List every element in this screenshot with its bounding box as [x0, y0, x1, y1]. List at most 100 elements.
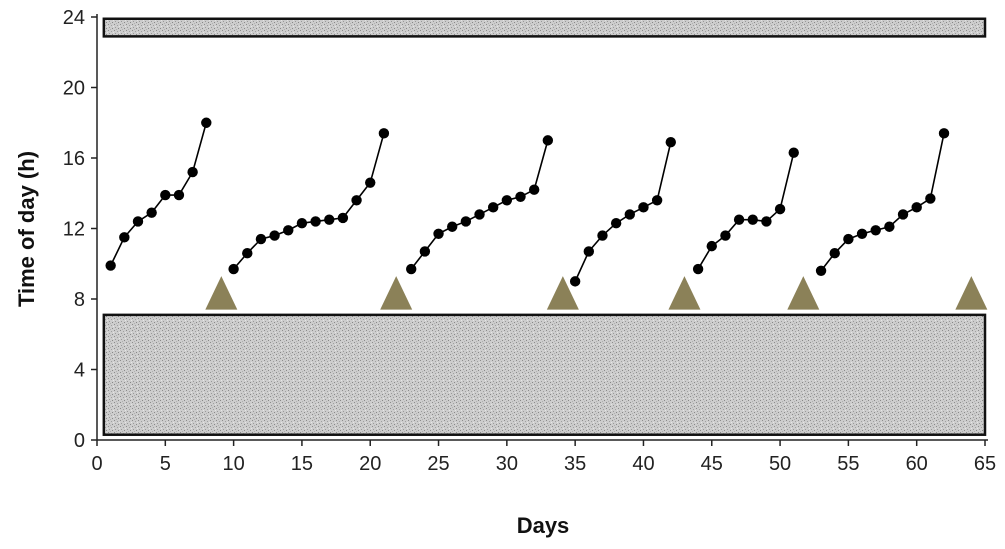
shaded-band-1 [102, 17, 987, 38]
series-2 [406, 135, 554, 275]
data-point [515, 191, 526, 202]
triangle-marker [205, 276, 238, 310]
x-tick-label: 45 [701, 453, 723, 475]
series-line [109, 122, 208, 266]
data-point [146, 207, 157, 218]
series-line [410, 140, 549, 270]
y-tick-label: 12 [63, 219, 85, 241]
triangle-marker [380, 276, 413, 310]
data-point [173, 189, 185, 201]
triangle-marker [787, 276, 820, 310]
x-tick-label: 0 [91, 453, 102, 475]
x-tick-label: 5 [160, 453, 171, 475]
y-tick-label: 20 [63, 78, 85, 100]
series-5 [815, 128, 950, 276]
data-point [296, 218, 308, 229]
data-point [911, 202, 922, 213]
data-point [242, 247, 253, 259]
data-point [774, 203, 786, 215]
x-tick-label: 15 [291, 453, 313, 475]
data-point [856, 228, 868, 239]
data-point [720, 230, 731, 241]
triangle-marker [668, 276, 701, 310]
data-point [201, 117, 212, 128]
triangle-markers [205, 276, 988, 310]
data-point [460, 216, 472, 227]
triangle-marker [546, 276, 579, 310]
data-point [160, 189, 171, 201]
y-tick-label: 24 [63, 7, 85, 29]
data-point [324, 214, 335, 225]
data-point [378, 128, 390, 139]
data-point [597, 230, 608, 241]
data-point [692, 263, 704, 275]
series-4 [692, 147, 799, 275]
data-point [528, 184, 540, 195]
series-line [574, 141, 672, 282]
series-line [820, 133, 945, 272]
triangle-marker [955, 276, 988, 310]
data-point [310, 216, 321, 227]
data-point [119, 232, 130, 243]
data-point [187, 166, 198, 178]
data-point [365, 177, 376, 188]
x-tick-label: 50 [769, 453, 791, 475]
y-tick-label: 4 [74, 360, 85, 382]
data-point [665, 136, 676, 148]
data-point [638, 202, 649, 213]
x-tick-label: 30 [496, 453, 518, 475]
data-point [610, 218, 622, 229]
tick-labels: 0 5 10 15 20 25 30 35 40 45 50 55 60 65 0 4 8 12 16 20 24 [63, 7, 996, 475]
data-point [228, 263, 239, 275]
series-3 [569, 136, 676, 287]
x-tick-label: 10 [222, 453, 244, 475]
data-point [406, 263, 417, 275]
data-point [624, 209, 635, 220]
series-0 [105, 117, 212, 271]
data-point [105, 260, 116, 271]
data-series [105, 117, 950, 287]
data-point [870, 225, 881, 236]
data-point [132, 216, 144, 227]
data-point [269, 230, 280, 241]
data-point [884, 221, 895, 232]
data-point [447, 221, 458, 232]
data-point [829, 247, 840, 259]
x-tick-label: 65 [974, 453, 996, 475]
y-axis-title: Time of day (h) [14, 151, 39, 307]
data-point [651, 195, 663, 206]
x-tick-label: 55 [837, 453, 859, 475]
data-point [747, 214, 758, 225]
data-point [337, 212, 349, 224]
shaded-bands [102, 17, 987, 436]
data-point [419, 246, 431, 257]
data-point [501, 195, 513, 206]
data-point [283, 225, 294, 236]
data-point [583, 246, 595, 257]
data-point [706, 240, 717, 252]
x-tick-label: 20 [359, 453, 381, 475]
data-point [788, 147, 799, 158]
data-point [351, 195, 362, 206]
data-point [761, 216, 772, 227]
x-axis-title: Days [517, 513, 570, 538]
x-tick-label: 25 [427, 453, 449, 475]
data-point [843, 233, 854, 245]
data-point [925, 193, 936, 204]
x-tick-label: 40 [632, 453, 654, 475]
data-point [569, 276, 581, 287]
y-tick-label: 0 [74, 430, 85, 452]
data-point [255, 233, 267, 245]
y-tick-label: 16 [63, 148, 85, 170]
data-point [815, 265, 827, 276]
data-point [487, 202, 499, 213]
data-point [897, 209, 909, 220]
data-point [474, 209, 485, 220]
data-point [733, 214, 745, 225]
x-tick-label: 35 [564, 453, 586, 475]
x-tick-label: 60 [906, 453, 928, 475]
data-point [542, 135, 554, 146]
y-tick-label: 8 [74, 289, 85, 311]
data-point [433, 228, 444, 239]
